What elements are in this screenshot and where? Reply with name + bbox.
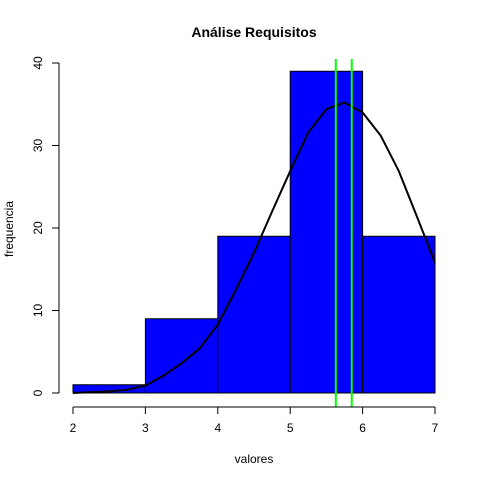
bar-4 (362, 235, 436, 394)
x-axis-label: valores (235, 452, 274, 466)
x-tick-label-4: 6 (359, 421, 366, 435)
x-axis: 2 3 4 5 6 7 (70, 406, 439, 435)
y-axis: 0 10 20 30 40 (31, 56, 60, 396)
bars-group (72, 70, 436, 394)
x-tick-label-3: 5 (287, 421, 294, 435)
y-tick-label-4: 40 (31, 56, 45, 70)
chart-title: Análise Requisitos (191, 24, 316, 40)
y-tick-label-2: 20 (31, 221, 45, 235)
x-tick-label-2: 4 (214, 421, 221, 435)
density-curve-line (72, 101, 436, 394)
density-curve-group (72, 101, 436, 394)
y-tick-label-1: 10 (31, 304, 45, 318)
y-tick-label-3: 30 (31, 139, 45, 153)
vertical-lines-group (334, 59, 353, 407)
bar-1 (144, 318, 219, 394)
x-tick-label-1: 3 (142, 421, 149, 435)
y-axis-label: frequencia (2, 201, 16, 257)
x-tick-label-5: 7 (432, 421, 439, 435)
y-tick-label-0: 0 (31, 389, 45, 396)
bar-2 (217, 235, 291, 394)
bar-3 (289, 70, 364, 394)
x-tick-label-0: 2 (70, 421, 77, 435)
